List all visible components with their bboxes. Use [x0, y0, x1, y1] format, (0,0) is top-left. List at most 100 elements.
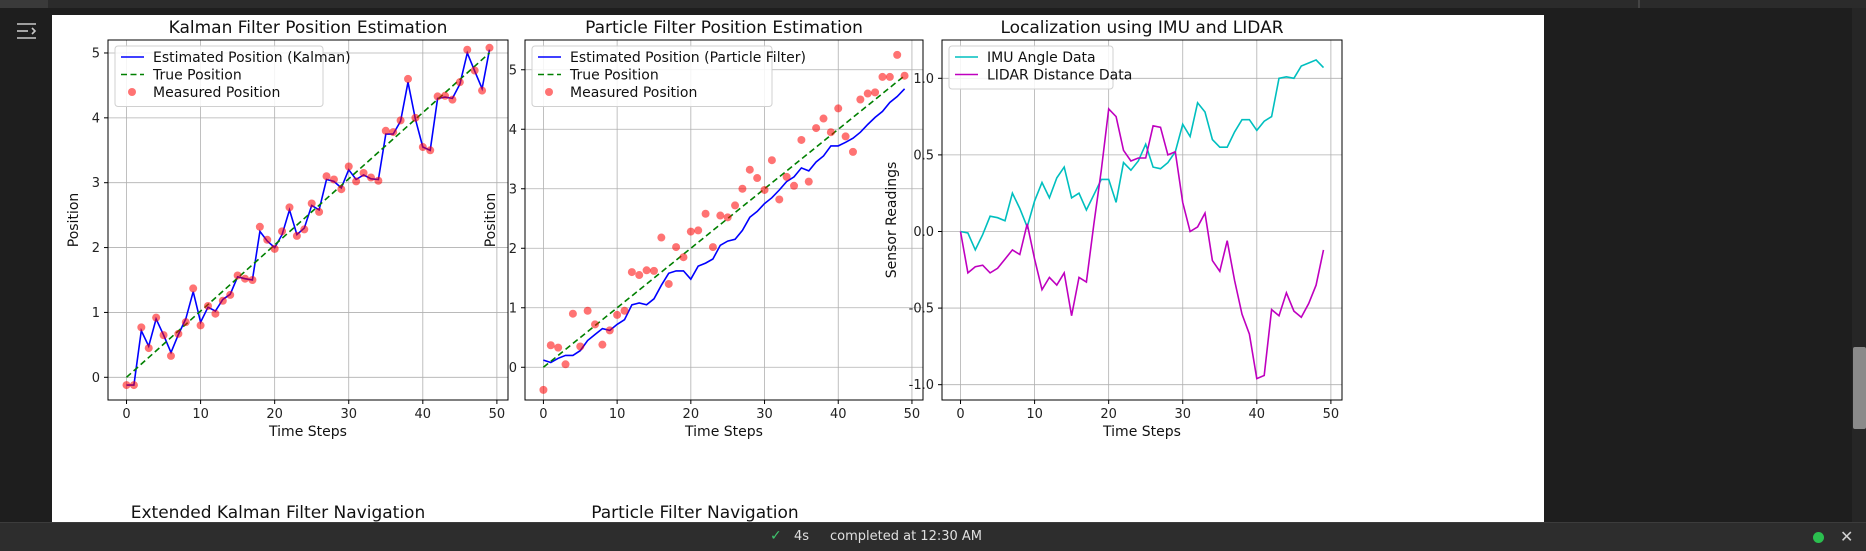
data-point: [775, 195, 784, 204]
data-point: [900, 71, 909, 80]
data-point: [856, 95, 865, 104]
right-panel: [1544, 8, 1834, 522]
x-tick-label: 0: [539, 407, 547, 422]
series-line: [960, 58, 1325, 252]
data-point: [878, 72, 887, 81]
data-point: [315, 207, 324, 216]
x-tick-label: 10: [192, 407, 209, 422]
top-bar: [0, 0, 1866, 8]
y-tick-label: -1.0: [909, 378, 934, 393]
data-point: [605, 326, 614, 335]
series-line: [959, 107, 1325, 380]
data-point: [478, 86, 487, 95]
data-point: [745, 165, 754, 174]
axes-frame: [524, 39, 924, 401]
series-line: [543, 88, 906, 364]
data-point: [441, 91, 450, 100]
x-tick-label: 0: [956, 407, 964, 422]
y-tick-label: 4: [509, 123, 517, 138]
data-point: [686, 227, 695, 236]
x-tick-label: 20: [266, 407, 283, 422]
x-tick-label: 20: [1100, 407, 1117, 422]
y-axis-label: Position: [66, 193, 82, 248]
x-axis-label: Time Steps: [684, 424, 763, 440]
data-point: [561, 360, 570, 369]
data-point: [241, 274, 250, 283]
chart-1: 0 10 20 30 40 50 0 1 2 3 4 5 Kalman Filter Position …: [66, 18, 509, 440]
legend-label: LIDAR Distance Data: [987, 68, 1132, 84]
plot-area: [122, 43, 494, 390]
y-tick-label: 2: [92, 241, 100, 256]
data-point: [433, 92, 442, 101]
data-point: [753, 174, 762, 183]
x-tick-label: 0: [122, 407, 130, 422]
x-tick-label: 30: [340, 407, 357, 422]
data-point: [657, 233, 666, 242]
x-tick-label: 30: [1174, 407, 1191, 422]
data-point: [122, 381, 131, 390]
data-point: [613, 310, 622, 319]
data-point: [396, 116, 405, 125]
data-point: [672, 243, 681, 252]
data-point: [834, 104, 843, 113]
data-point: [554, 343, 563, 352]
data-point: [285, 203, 294, 212]
data-point: [144, 344, 153, 353]
data-point: [841, 132, 850, 141]
data-point: [649, 266, 658, 275]
data-point: [826, 128, 835, 137]
toc-icon[interactable]: [16, 21, 40, 43]
data-point: [374, 176, 383, 185]
data-point: [137, 323, 146, 332]
data-point: [760, 185, 769, 194]
data-point: [233, 271, 242, 280]
data-point: [539, 385, 548, 394]
scroll-rail: [1852, 8, 1866, 522]
x-axis-label: Time Steps: [268, 424, 347, 440]
scrollbar-thumb[interactable]: [1853, 347, 1866, 429]
data-point: [226, 290, 235, 299]
data-point: [381, 126, 390, 135]
data-point: [204, 301, 212, 310]
legend-box: [114, 45, 324, 107]
close-icon[interactable]: ✕: [1840, 527, 1854, 546]
plot-area: [539, 50, 909, 394]
chart-title: Localization using IMU and LIDAR: [1000, 18, 1283, 38]
data-point: [679, 253, 688, 262]
data-point: [255, 222, 264, 231]
left-gutter: [0, 8, 52, 522]
data-point: [211, 309, 220, 318]
data-point: [463, 45, 472, 54]
data-point: [418, 143, 427, 152]
x-tick-label: 20: [683, 407, 700, 422]
data-point: [189, 284, 198, 293]
data-point: [694, 226, 703, 235]
data-point: [664, 279, 673, 288]
chart-3: 0 10 20 30 40 50 -1.0 -0.5 0.0 0.5 1.0 Localization…: [884, 18, 1343, 440]
axes-frame: [107, 39, 509, 401]
status-dot-icon: [1813, 532, 1824, 543]
data-point: [278, 227, 287, 236]
data-point: [263, 235, 272, 244]
check-icon: ✓: [770, 528, 782, 544]
data-point: [716, 211, 725, 220]
series-line-dashed: [542, 75, 906, 368]
data-point: [359, 168, 368, 177]
data-point: [797, 135, 806, 144]
data-point: [583, 306, 592, 315]
data-point: [448, 95, 457, 104]
legend-label: Measured Position: [570, 85, 697, 101]
y-tick-label: 0.5: [913, 148, 934, 163]
data-point: [848, 147, 857, 156]
data-point: [620, 306, 629, 315]
y-tick-label: 1.0: [913, 72, 934, 87]
y-tick-label: 5: [509, 63, 517, 78]
chart-2: 0 10 20 30 40 50 0 1 2 3 4 5 Particle Filter Positio…: [483, 18, 924, 440]
data-point: [129, 381, 138, 390]
top-tab[interactable]: [0, 0, 48, 8]
y-tick-label: 3: [509, 182, 517, 197]
data-point: [352, 177, 361, 186]
data-point: [337, 185, 346, 194]
data-point: [389, 128, 398, 137]
status-duration: 4s: [794, 529, 810, 544]
